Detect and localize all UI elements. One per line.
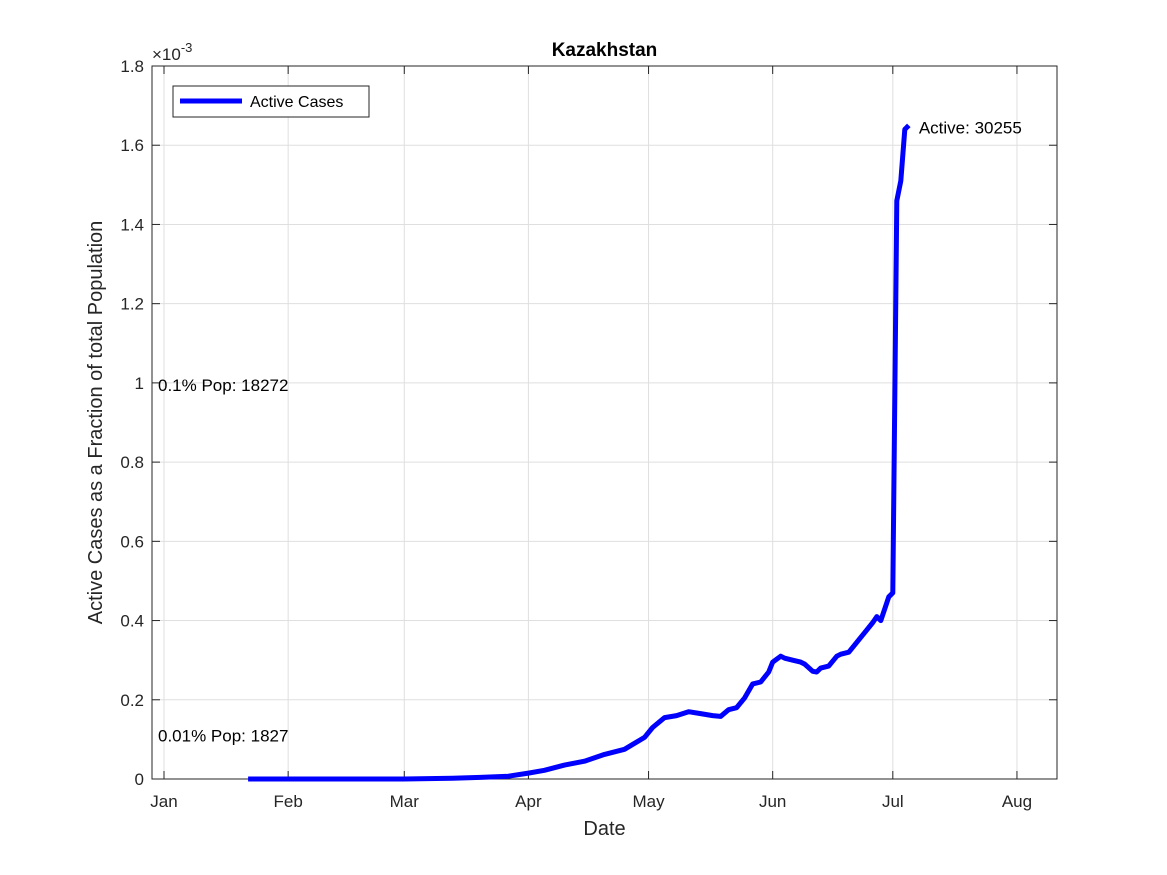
y-tick-label: 0 xyxy=(135,770,144,789)
annotations: Active: 30255 0.1% Pop: 18272 0.01% Pop:… xyxy=(158,118,1022,745)
x-tick-label: Mar xyxy=(390,792,420,811)
y-axis-label: Active Cases as a Fraction of total Popu… xyxy=(85,221,107,625)
y-tick-label: 0.8 xyxy=(120,453,144,472)
y-tick-label: 0.2 xyxy=(120,691,144,710)
x-tick-label: May xyxy=(632,792,665,811)
x-tick-label: Jul xyxy=(882,792,904,811)
y-tick-label: 1.6 xyxy=(120,136,144,155)
annotation-active-count: Active: 30255 xyxy=(919,118,1022,137)
y-exponent-base: ×10 xyxy=(152,45,181,64)
x-axis-label: Date xyxy=(583,818,625,840)
legend: Active Cases xyxy=(172,85,370,118)
annotation-0.1-percent-pop: 0.1% Pop: 18272 xyxy=(158,376,288,395)
x-tick-label: Aug xyxy=(1002,792,1032,811)
ticks: Jan Feb Mar Apr May Jun Jul Aug 0 0.2 0.4 0.6 0.8 1 1.… xyxy=(120,57,1057,811)
x-tick-label: Apr xyxy=(515,792,542,811)
y-exponent-power: -3 xyxy=(181,40,193,55)
x-tick-label: Jun xyxy=(759,792,786,811)
y-tick-label: 1.8 xyxy=(120,57,144,76)
x-tick-label: Feb xyxy=(274,792,303,811)
y-axis-exponent: ×10-3 xyxy=(152,40,192,64)
y-tick-label: 1.2 xyxy=(120,295,144,314)
annotation-0.01-percent-pop: 0.01% Pop: 1827 xyxy=(158,726,288,745)
plot-area-frame xyxy=(151,65,1058,780)
series-line-active-cases xyxy=(248,123,911,782)
legend-label-active-cases: Active Cases xyxy=(250,94,343,111)
x-tick-label: Jan xyxy=(150,792,177,811)
y-tick-label: 0.6 xyxy=(120,532,144,551)
series-layer xyxy=(248,123,911,782)
y-tick-label: 0.4 xyxy=(120,612,144,631)
y-tick-label: 1.4 xyxy=(120,215,144,234)
chart-title: Kazakhstan xyxy=(552,40,658,61)
y-tick-label: 1 xyxy=(135,374,144,393)
